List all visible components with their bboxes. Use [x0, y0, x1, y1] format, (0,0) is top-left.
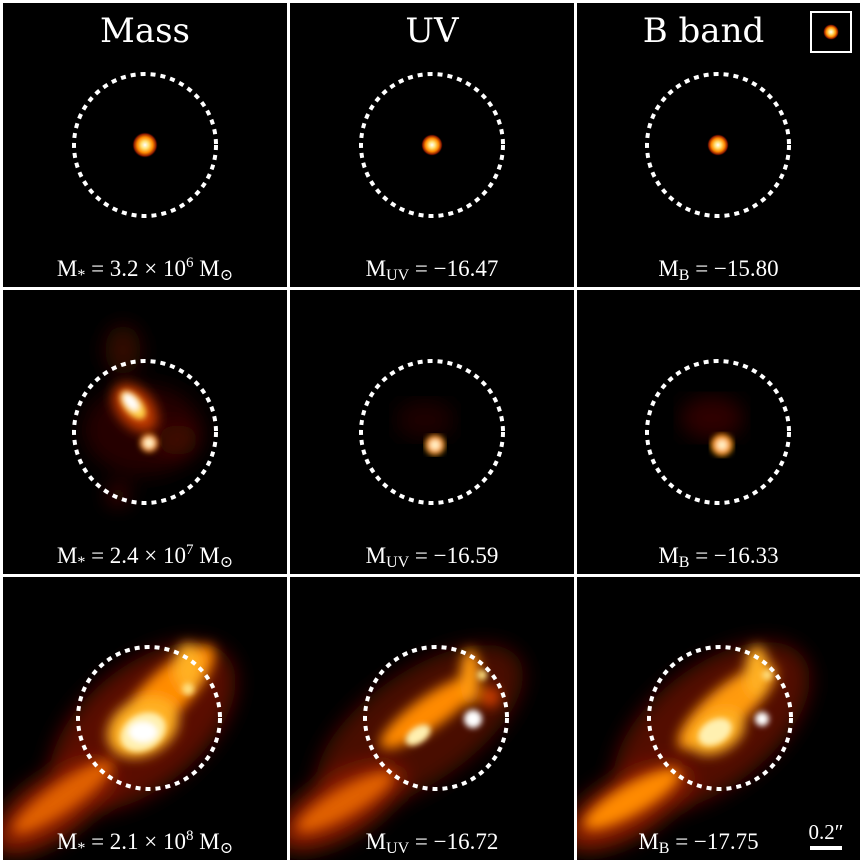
column-title-uv: UV: [405, 11, 459, 51]
aperture-circle: [72, 72, 218, 218]
stellar-mass-label: M* = 3.2 × 106 M⊙: [56, 255, 234, 284]
galaxy-image: [290, 644, 524, 851]
panel-bband-row2: MB = −16.33: [577, 290, 860, 574]
aperture-circle: [359, 359, 505, 505]
psf-image: [823, 24, 839, 40]
panel-uv-row3: MUV = −16.72: [290, 577, 574, 860]
aperture-circle: [645, 72, 791, 218]
galaxy-image: [72, 72, 218, 218]
aperture-circle: [76, 645, 222, 791]
galaxy-image: [359, 72, 505, 218]
galaxy-image: [3, 642, 236, 855]
panel-mass-row2: M* = 2.4 × 107 M⊙: [3, 290, 287, 574]
aperture-circle: [359, 72, 505, 218]
stellar-mass-label: M* = 2.1 × 108 M⊙: [56, 828, 234, 857]
scale-bar: 0.2″: [806, 820, 846, 850]
b-magnitude-label: MB = −16.33: [658, 543, 779, 571]
galaxy-image: [359, 359, 505, 505]
b-magnitude-label: MB = −17.75: [638, 829, 759, 857]
scale-bar-label: 0.2″: [808, 820, 844, 844]
aperture-circle: [647, 645, 793, 791]
panel-mass-row3: M* = 2.1 × 108 M⊙: [3, 577, 287, 860]
panel-uv-row2: MUV = −16.59: [290, 290, 574, 574]
uv-magnitude-label: MUV = −16.59: [365, 543, 499, 571]
psf-inset: [810, 11, 852, 53]
scale-bar-line: [810, 846, 842, 850]
galaxy-image: [72, 325, 218, 505]
aperture-circle: [645, 359, 791, 505]
galaxy-image: [577, 641, 810, 851]
stellar-mass-label: M* = 2.4 × 107 M⊙: [56, 542, 234, 571]
aperture-circle: [363, 645, 509, 791]
column-title-mass: Mass: [100, 11, 190, 51]
panel-uv-row1: UV MUV = −16.47: [290, 3, 574, 287]
figure-grid: Mass M* = 3.2 × 106 M⊙ UV MUV = −16.47 B…: [3, 3, 860, 860]
b-magnitude-label: MB = −15.80: [658, 256, 779, 284]
column-title-bband: B band: [642, 11, 765, 51]
galaxy-image: [645, 72, 791, 218]
panel-bband-row1: B band MB = −15.80: [577, 3, 860, 287]
galaxy-image: [645, 359, 791, 505]
aperture-circle: [72, 359, 218, 505]
uv-magnitude-label: MUV = −16.47: [365, 256, 499, 284]
panel-bband-row3: MB = −17.75 0.2″: [577, 577, 860, 860]
uv-magnitude-label: MUV = −16.72: [365, 829, 499, 857]
panel-mass-row1: Mass M* = 3.2 × 106 M⊙: [3, 3, 287, 287]
